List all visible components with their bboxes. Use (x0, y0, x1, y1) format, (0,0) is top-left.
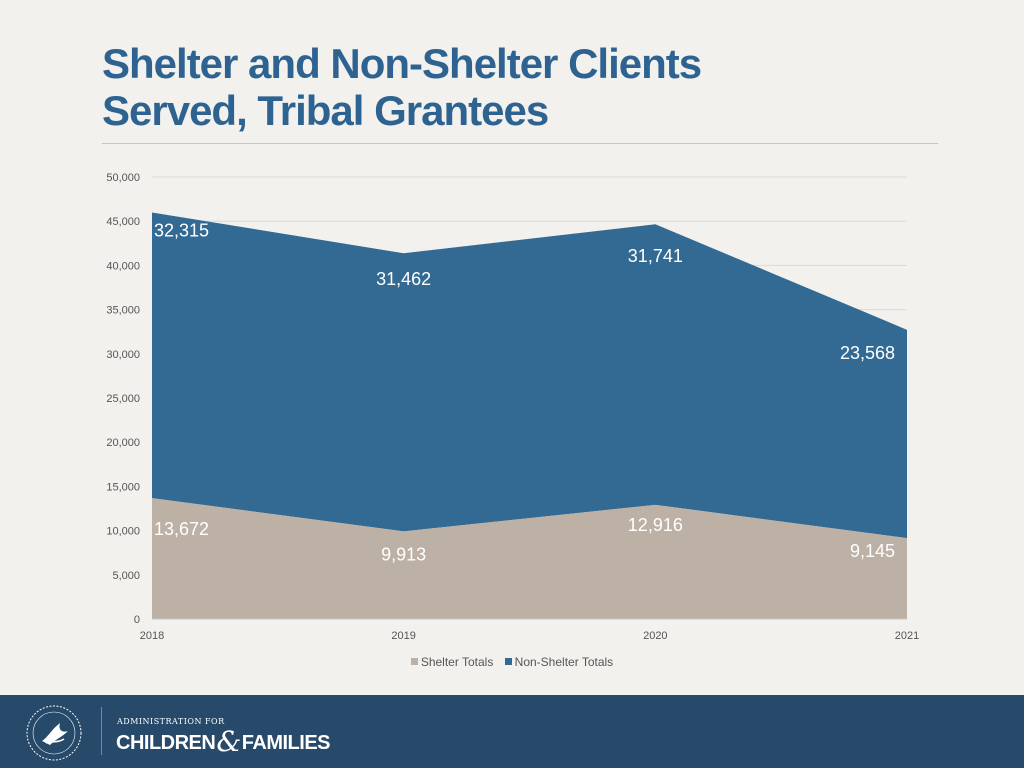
data-label-non-shelter: 31,741 (628, 246, 683, 266)
title-line-2: Served, Tribal Grantees (102, 87, 549, 134)
data-label-non-shelter: 31,462 (376, 269, 431, 289)
series-area-non-shelter (152, 212, 907, 539)
legend-swatch-shelter (410, 658, 418, 665)
agency-word-children: CHILDREN (116, 732, 216, 754)
x-tick-label: 2021 (895, 630, 919, 642)
footer-bar: ADMINISTRATION FOR CHILDREN&FAMILIES (0, 695, 1024, 768)
title-line-1: Shelter and Non-Shelter Clients (102, 40, 702, 87)
x-tick-label: 2018 (140, 630, 164, 642)
data-label-shelter: 9,913 (381, 544, 426, 564)
x-tick-label: 2019 (391, 630, 415, 642)
x-tick-label: 2020 (643, 630, 667, 642)
y-tick-label: 5,000 (112, 570, 140, 582)
footer-divider (101, 707, 102, 755)
series-area-shelter (152, 498, 907, 619)
agency-logo-text: CHILDREN&FAMILIES (116, 725, 331, 758)
y-tick-label: 15,000 (106, 481, 140, 493)
y-tick-label: 35,000 (106, 305, 140, 317)
legend-item-shelter: Shelter Totals (410, 655, 494, 669)
y-tick-label: 20,000 (106, 437, 140, 449)
chart-legend: Shelter Totals Non-Shelter Totals (0, 655, 1024, 669)
agency-subtitle: ADMINISTRATION FOR (117, 717, 225, 726)
y-tick-label: 40,000 (106, 260, 140, 272)
data-label-non-shelter: 32,315 (154, 220, 209, 240)
data-label-shelter: 9,145 (850, 541, 895, 561)
y-tick-label: 45,000 (106, 216, 140, 228)
hhs-seal-icon (26, 705, 82, 761)
y-tick-label: 0 (134, 614, 140, 626)
data-label-shelter: 13,672 (154, 519, 209, 539)
legend-item-non-shelter: Non-Shelter Totals (504, 655, 614, 669)
y-tick-label: 10,000 (106, 526, 140, 538)
data-label-non-shelter: 23,568 (840, 343, 895, 363)
y-tick-label: 30,000 (106, 349, 140, 361)
area-chart: 0 5,000 10,000 15,000 20,000 25,000 30,000 35,0… (106, 172, 919, 642)
page-title: Shelter and Non-Shelter Clients Served, … (102, 40, 702, 134)
legend-label-shelter: Shelter Totals (420, 655, 494, 669)
agency-word-families: FAMILIES (241, 732, 331, 754)
y-tick-label: 25,000 (106, 393, 140, 405)
title-divider (102, 143, 938, 144)
y-tick-label: 50,000 (106, 172, 140, 184)
data-label-shelter: 12,916 (628, 515, 683, 535)
legend-swatch-non-shelter (504, 658, 512, 665)
legend-label-non-shelter: Non-Shelter Totals (514, 655, 614, 669)
agency-ampersand: & (216, 725, 241, 758)
